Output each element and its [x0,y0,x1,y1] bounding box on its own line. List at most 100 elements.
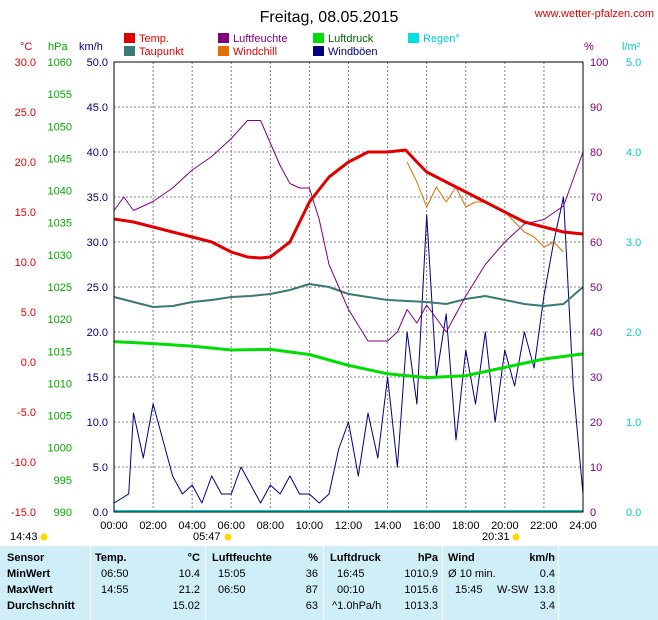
y-tick-label-pressure: 1030 [48,250,72,262]
website-link[interactable]: www.wetter-pfalzen.com [534,8,654,20]
legend-swatch-rain [408,33,419,43]
legend-swatch-humidity [218,33,229,43]
legend-label-gust: Windböen [328,46,378,58]
y-tick-label-wind: 15.0 [87,372,108,384]
y-tick-label-rain: 3.0 [626,237,641,249]
legend-label-humidity: Luftfeuchte [233,33,287,45]
y-tick-label-temp: -5.0 [17,407,36,419]
divider [558,546,559,620]
legend-swatch-temp [124,33,135,43]
x-tick-label: 18:00 [452,520,480,532]
legend: Temp. Luftfeuchte Luftdruck Regen° Taupu… [124,33,460,58]
pressure-value: 1010.9 [404,568,438,580]
y-tick-label-humidity: 50 [590,282,602,294]
y-tick-label-pressure: 1010 [48,378,72,390]
chart-title: Freitag, 08.05.2015 [260,9,399,26]
humidity-time: 06:50 [218,584,246,596]
temp-value: 21.2 [178,584,200,596]
y-tick-label-pressure: 1055 [48,89,72,101]
pressure-trend: ^1.0hPa/h [332,600,382,612]
humidity-time: 15:05 [218,568,246,580]
y-tick-label-temp: 0.0 [21,357,36,369]
temp-line [113,148,584,260]
x-tick-label: 20:00 [491,520,519,532]
x-tick-label: 06:00 [217,520,245,532]
axis-unit-wind: km/h [79,41,103,53]
header-temp: Temp. [95,552,127,564]
pressure-value: 1015.6 [404,584,438,596]
chart-grid [114,62,583,512]
pressure-value: 1013.3 [404,600,438,612]
axis-ticks: 00:00 02:00 04:00 06:00 08:00 10:00 12:00 14:00… [11,57,641,532]
axis-unit-pressure: hPa [48,41,68,53]
y-tick-label-temp: -15.0 [11,507,36,519]
row-label: Durchschnitt [7,600,75,612]
wind-time: 15:45 [455,584,483,596]
pressure-time: 16:45 [337,568,365,580]
stats-table: Sensor Temp. °C Luftfeuchte % Luftdruck … [0,546,658,620]
y-tick-label-humidity: 100 [590,57,608,69]
header-humidity-unit: % [308,552,318,564]
chart-series [113,120,584,512]
y-tick-label-pressure: 1020 [48,314,72,326]
humidity-value: 87 [305,584,318,596]
divider [442,546,443,620]
y-tick-label-humidity: 10 [590,462,602,474]
wind-value: 0.4 [539,568,555,580]
gust-line [113,196,584,504]
y-tick-label-temp: 20.0 [15,157,36,169]
x-tick-label: 02:00 [139,520,167,532]
x-tick-label: 00:00 [100,520,128,532]
x-tick-label: 16:00 [413,520,441,532]
legend-label-temp: Temp. [139,33,169,45]
header-sensor: Sensor [7,552,45,564]
header-pressure: Luftdruck [330,552,381,564]
sunset-icon [512,533,520,541]
humidity-value: 36 [305,568,318,580]
legend-swatch-pressure [313,33,324,43]
y-tick-label-rain: 4.0 [626,147,641,159]
plot-frame [113,61,584,513]
y-tick-label-wind: 50.0 [87,57,108,69]
header-pressure-unit: hPa [417,552,438,564]
moon-time: 14:43 [10,531,38,543]
sun-markers: 14:43 05:47 20:31 [10,531,520,543]
y-tick-label-humidity: 20 [590,417,602,429]
wind-direction: W-SW [497,584,529,596]
x-tick-label: 12:00 [335,520,363,532]
sunset-time: 20:31 [482,531,510,543]
y-tick-label-rain: 1.0 [626,417,641,429]
y-tick-label-humidity: 60 [590,237,602,249]
y-tick-label-humidity: 80 [590,147,602,159]
weather-chart: Freitag, 08.05.2015 www.wetter-pfalzen.c… [10,8,654,543]
x-tick-label: 14:00 [374,520,402,532]
y-tick-label-humidity: 70 [590,192,602,204]
table-row: Durchschnitt 15.02 63 ^1.0hPa/h 1013.3 3… [0,600,658,615]
y-tick-label-wind: 40.0 [87,147,108,159]
y-tick-label-wind: 10.0 [87,417,108,429]
legend-swatch-windchill [218,46,229,56]
y-tick-label-pressure: 1060 [48,57,72,69]
y-tick-label-pressure: 1005 [48,411,72,423]
windchill-line [406,161,564,253]
y-tick-label-humidity: 90 [590,102,602,114]
header-wind-unit: km/h [529,552,555,564]
y-tick-label-rain: 5.0 [626,57,641,69]
y-tick-label-wind: 35.0 [87,192,108,204]
y-tick-label-humidity: 40 [590,327,602,339]
x-tick-label: 08:00 [257,520,285,532]
y-tick-label-humidity: 30 [590,372,602,384]
y-tick-label-rain: 0.0 [626,507,641,519]
y-tick-label-pressure: 1025 [48,282,72,294]
legend-swatch-dewpoint [124,46,135,56]
header-humidity: Luftfeuchte [212,552,272,564]
dewpoint-line [113,283,584,308]
y-tick-label-temp: 10.0 [15,257,36,269]
y-tick-label-wind: 25.0 [87,282,108,294]
y-tick-label-humidity: 0 [590,507,596,519]
humidity-line [113,120,584,342]
temp-time: 06:50 [101,568,129,580]
pressure-line [113,340,584,380]
y-tick-label-pressure: 1015 [48,346,72,358]
y-tick-label-wind: 45.0 [87,102,108,114]
